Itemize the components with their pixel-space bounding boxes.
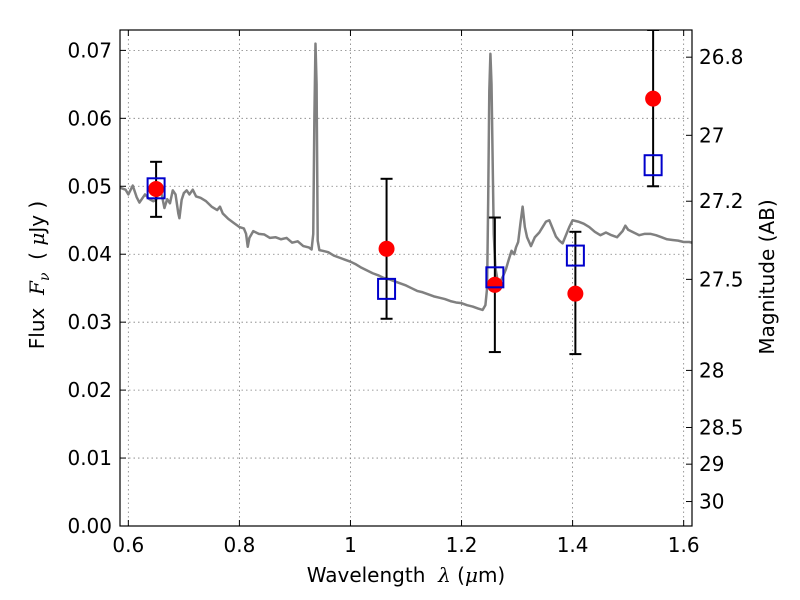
model-point xyxy=(485,266,505,289)
magnitude-axis-label: Magnitude (AB) xyxy=(755,199,779,354)
magnitude-tick-label: 28.5 xyxy=(699,415,744,439)
x-axis-label: Wavelength λ (μm) xyxy=(307,563,506,587)
magnitude-tick-label: 27.2 xyxy=(699,189,744,213)
magnitude-tick-label: 30 xyxy=(699,490,724,514)
observed-points xyxy=(148,90,662,302)
observed-point xyxy=(645,90,662,107)
plot-frame xyxy=(119,29,693,527)
observed-point xyxy=(486,276,503,293)
model-points xyxy=(146,154,663,300)
grid xyxy=(120,30,692,527)
y-tick-label: 0.04 xyxy=(67,242,112,266)
model-point xyxy=(565,244,585,267)
axis-ticks: 0.6 0.8 1 1.2 1.4 1.6 0.00 0.01 0.02 0.03 0.04 0.05… xyxy=(67,30,744,557)
x-tick-label: 1.2 xyxy=(446,533,478,557)
x-tick-label: 1 xyxy=(344,533,357,557)
model-point xyxy=(643,154,663,177)
observed-point xyxy=(567,285,584,302)
observed-point xyxy=(378,240,395,257)
model-spectrum-line xyxy=(120,42,692,312)
error-bars xyxy=(150,30,660,356)
x-tick-label: 1.6 xyxy=(668,533,700,557)
y-tick-label: 0.01 xyxy=(67,446,112,470)
magnitude-tick-label: 27.5 xyxy=(699,267,744,291)
magnitude-tick-label: 26.8 xyxy=(699,45,744,69)
y-tick-label: 0.02 xyxy=(67,378,112,402)
y-axis-label: Flux Fν ( μJy ) xyxy=(25,201,53,349)
model-point xyxy=(377,277,397,300)
magnitude-tick-label: 29 xyxy=(699,452,724,476)
magnitude-tick-label: 27 xyxy=(699,123,724,147)
y-tick-label: 0.05 xyxy=(67,174,112,198)
x-tick-label: 0.6 xyxy=(112,533,144,557)
model-point xyxy=(146,177,166,200)
y-tick-label: 0.07 xyxy=(67,38,112,62)
model-spectrum-layer xyxy=(120,42,692,312)
observed-point xyxy=(148,180,165,197)
magnitude-tick-label: 28 xyxy=(699,358,724,382)
x-tick-label: 1.4 xyxy=(557,533,589,557)
y-tick-label: 0.06 xyxy=(67,106,112,130)
y-tick-label: 0.00 xyxy=(67,514,112,538)
x-tick-label: 0.8 xyxy=(223,533,255,557)
y-tick-label: 0.03 xyxy=(67,310,112,334)
